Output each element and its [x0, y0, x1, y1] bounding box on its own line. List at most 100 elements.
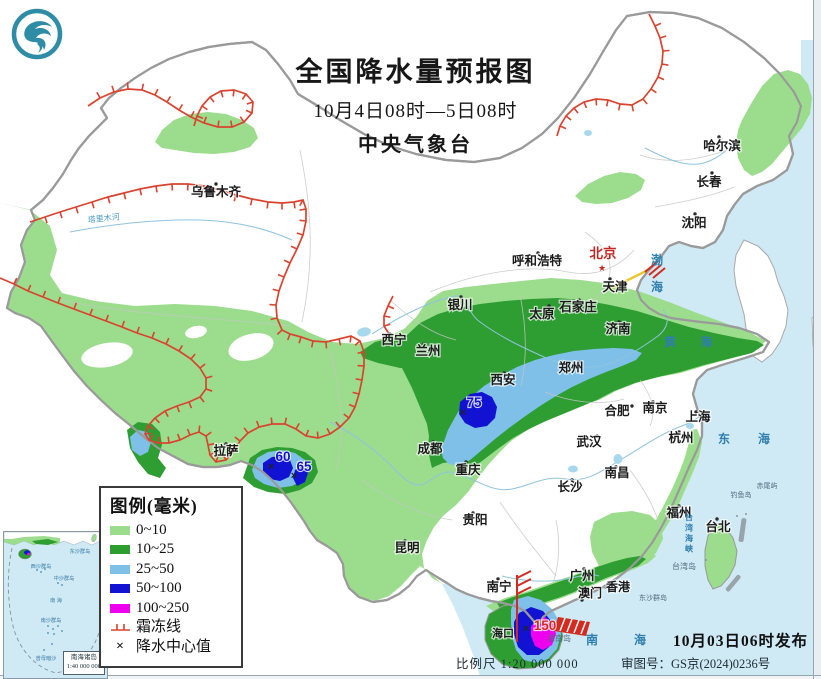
- island-label: 东沙群岛: [639, 593, 667, 602]
- release-time: 10月03日06时发布: [672, 633, 808, 650]
- city-dot: [459, 295, 463, 299]
- city-dot: [617, 320, 621, 324]
- boundary-bar-icon: [725, 574, 741, 592]
- city-dot: [630, 404, 634, 408]
- city-dot: [422, 342, 426, 346]
- city-label: 南昌: [604, 465, 629, 480]
- poyang-lake: [613, 454, 623, 464]
- inset-label: 南 海: [50, 596, 62, 604]
- legend-label: 25~50: [136, 560, 175, 577]
- legend-swatch: [110, 584, 130, 593]
- precip-area: [459, 392, 497, 428]
- city-dot: [710, 171, 714, 175]
- city-label: 太原: [529, 306, 555, 321]
- city-dot: [431, 440, 435, 444]
- city-label: 海口: [492, 626, 514, 640]
- center-value-label: 150: [534, 618, 557, 633]
- island-label: 钓鱼岛: [731, 490, 752, 499]
- inset-title: 南海诸岛: [70, 654, 97, 662]
- city-dot: [214, 182, 218, 186]
- city-label: 南京: [642, 400, 668, 415]
- frost-line: [87, 82, 254, 128]
- sea-label: 南海: [586, 632, 682, 647]
- legend-box: 图例(毫米) 0~10 10~25 25~50 50~100 100~250 霜冻线 × 降水…: [99, 486, 243, 668]
- inset-label: 南沙群岛: [41, 616, 62, 624]
- legend-item: 10~25: [110, 542, 232, 557]
- city-dot: [715, 517, 719, 521]
- city-dot: [509, 627, 513, 631]
- city-dot: [496, 577, 500, 581]
- city-label: 广州: [569, 568, 594, 583]
- city-label: 兰州: [415, 343, 440, 358]
- city-label: 昆明: [394, 540, 419, 555]
- yellow-river: [371, 295, 668, 368]
- city-label: 乌鲁木齐: [191, 184, 242, 199]
- city-dot: [577, 298, 581, 302]
- city-label: 银川: [447, 297, 472, 312]
- center-value-mark: ×: [460, 407, 466, 419]
- city-label: 济南: [605, 321, 631, 336]
- wind-barb-nanning-icon: [516, 570, 532, 642]
- city-label: 呼和浩特: [512, 253, 563, 268]
- center-value-mark: ×: [268, 461, 274, 473]
- songhua-river: [644, 140, 738, 165]
- city-label: 北京: [590, 245, 617, 261]
- city-label: 西安: [490, 372, 515, 387]
- legend-item: 0~10: [110, 522, 232, 538]
- city-dot: [536, 251, 540, 255]
- legend-label: 100~250: [136, 599, 190, 616]
- legend-items: 0~10 10~25 25~50 50~100 100~250 霜冻线 × 降水中心值: [110, 522, 232, 655]
- city-label: 石家庄: [558, 299, 597, 314]
- inset-scale: 1:40 000 000: [66, 663, 101, 671]
- legend-item: 25~50: [110, 560, 232, 577]
- legend-title: 图例(毫米): [110, 496, 198, 516]
- legend-item: 100~250: [110, 599, 232, 616]
- city-dot: [651, 400, 655, 404]
- tai-lake: [686, 423, 694, 429]
- precip-area: [575, 172, 645, 204]
- precip-area: [360, 335, 476, 369]
- city-label: 西宁: [381, 332, 406, 347]
- inset-label: 中沙群岛: [54, 574, 75, 582]
- precip-area: [497, 556, 646, 609]
- legend-label: 降水中心值: [136, 638, 212, 655]
- sea-label: 黄海: [664, 334, 736, 349]
- legend-swatch: [110, 525, 130, 535]
- sea-label: 东海: [718, 431, 798, 446]
- city-dot: [582, 567, 586, 571]
- map-scale: 比例尺 1:20 000 000: [456, 657, 579, 671]
- center-value-label: 65: [296, 459, 312, 474]
- center-value-icon: ×: [116, 639, 124, 654]
- city-label: 南宁: [486, 579, 511, 594]
- inset-label: 曾母暗沙: [36, 654, 57, 662]
- city-label: 澳门: [578, 585, 602, 600]
- city-dot: [595, 434, 599, 438]
- city-label: 拉萨: [213, 443, 239, 458]
- typhoon-symbols: [516, 261, 747, 642]
- inset-label: 西沙群岛: [31, 562, 52, 570]
- precip-area: [650, 429, 702, 541]
- city-label: 郑州: [558, 360, 583, 375]
- sea-layer: [442, 40, 821, 679]
- hulun-lake: [584, 130, 592, 136]
- legend-item: × 降水中心值: [110, 638, 232, 655]
- legend-item: 50~100: [110, 581, 232, 596]
- city-dot: [614, 465, 618, 469]
- legend-label: 霜冻线: [136, 619, 182, 635]
- precip-area: [736, 70, 812, 176]
- sea-label: 渤海: [651, 252, 663, 294]
- wind-barb-tianjin-icon: [611, 261, 666, 290]
- city-label: 哈尔滨: [703, 138, 741, 153]
- legend-label: 50~100: [136, 580, 182, 596]
- city-label: 贵阳: [462, 512, 487, 527]
- center-value-label: 75: [466, 395, 482, 410]
- frost-line: [0, 183, 365, 463]
- city-dot: [570, 478, 574, 482]
- sea-label: 台湾海峡: [685, 512, 694, 554]
- city-label: 杭州: [668, 430, 693, 445]
- legend-label: 10~25: [136, 541, 175, 557]
- city-dot: [502, 371, 506, 375]
